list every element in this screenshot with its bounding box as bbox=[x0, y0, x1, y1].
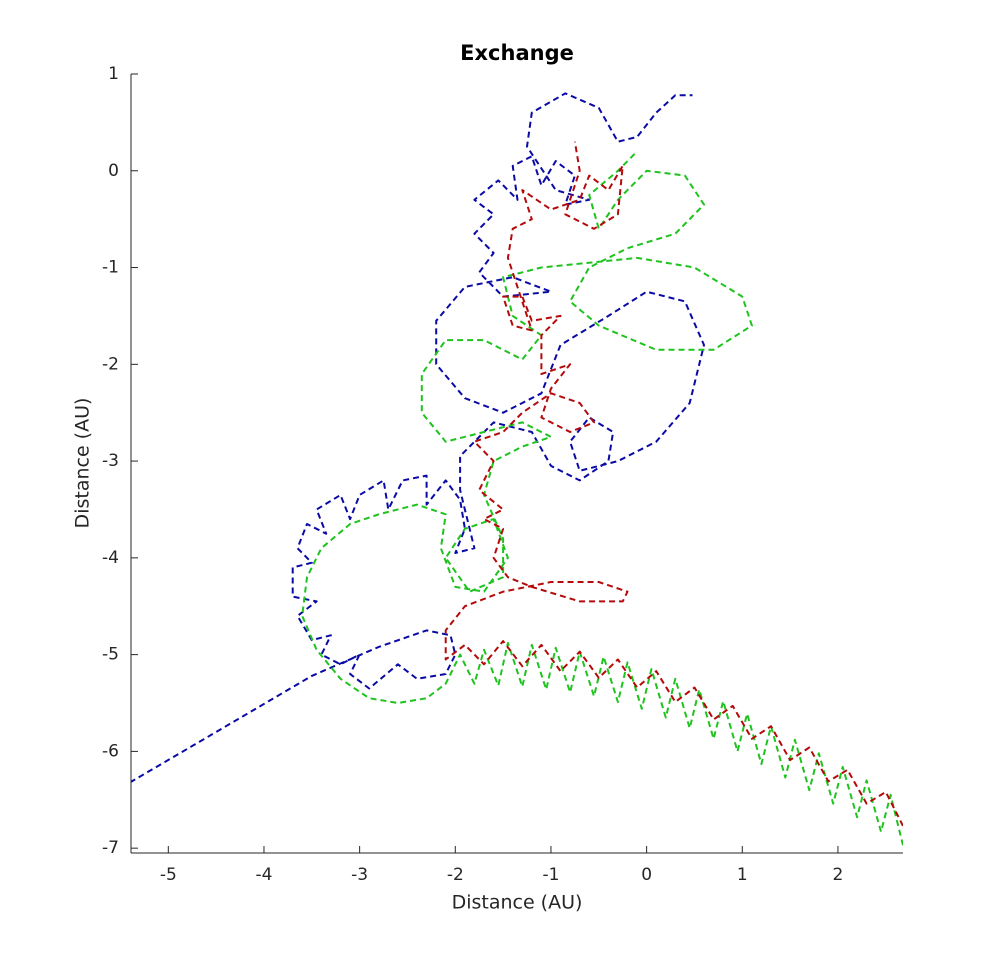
x-tick-label: -5 bbox=[160, 865, 177, 885]
y-tick-label: -3 bbox=[102, 451, 119, 471]
x-tick-label: 0 bbox=[641, 865, 652, 885]
chart-title: Exchange bbox=[460, 41, 574, 65]
y-tick-label: -1 bbox=[102, 258, 119, 278]
y-tick-label: -6 bbox=[102, 741, 119, 761]
x-tick-label: -3 bbox=[351, 865, 368, 885]
x-tick-label: 1 bbox=[737, 865, 748, 885]
x-tick-label: -4 bbox=[255, 865, 272, 885]
x-axis-label: Distance (AU) bbox=[452, 892, 583, 914]
x-tick-label: 2 bbox=[833, 865, 844, 885]
y-tick-label: 1 bbox=[108, 64, 119, 84]
trajectory-line bbox=[131, 92, 705, 783]
y-tick-label: 0 bbox=[108, 161, 119, 181]
trajectory-line bbox=[444, 141, 903, 827]
y-tick-label: -5 bbox=[102, 645, 119, 665]
x-tick-label: -2 bbox=[447, 865, 464, 885]
y-tick-label: -2 bbox=[102, 354, 119, 374]
x-tick-label: -1 bbox=[542, 865, 559, 885]
y-axis-label: Distance (AU) bbox=[72, 398, 94, 529]
trajectory-line bbox=[301, 150, 903, 846]
y-tick-label: -4 bbox=[102, 548, 119, 568]
y-tick-label: -7 bbox=[102, 838, 119, 858]
plot-area bbox=[131, 92, 903, 846]
